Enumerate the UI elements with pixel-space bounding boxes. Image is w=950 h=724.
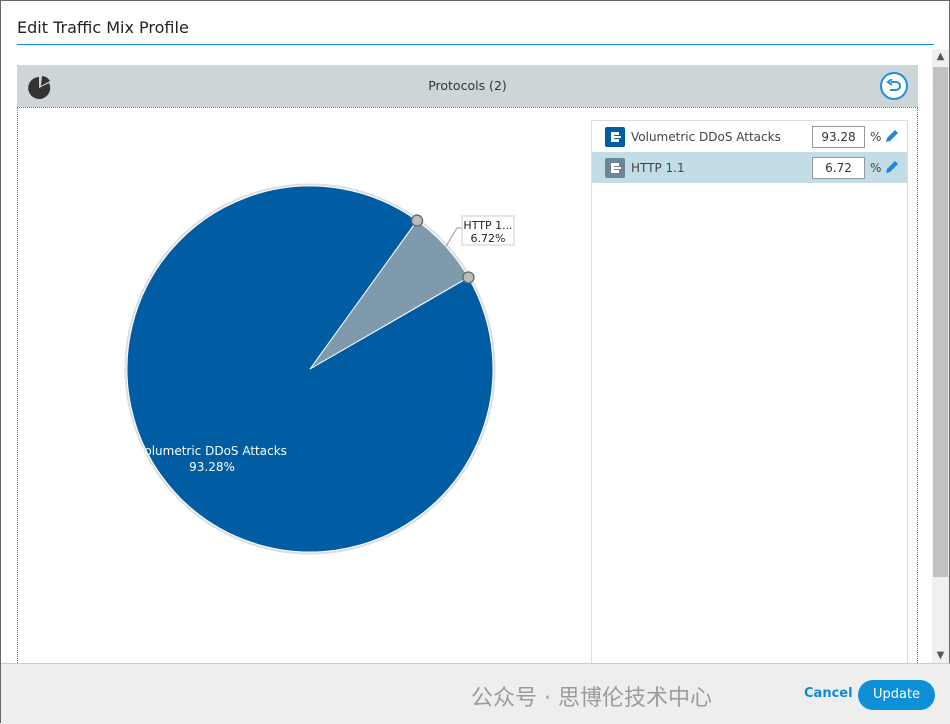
panel-content: HTTP 1... 6.72% Volumetric DDoS Attacks 93.… — [17, 107, 918, 668]
percent-input[interactable]: 93.28 — [812, 125, 865, 148]
protocol-name: Volumetric DDoS Attacks — [631, 129, 781, 144]
slice-handle[interactable] — [410, 214, 424, 227]
undo-icon — [886, 79, 901, 91]
edit-pencil-icon[interactable] — [884, 159, 900, 175]
undo-button[interactable] — [880, 72, 908, 100]
scroll-up-icon[interactable]: ▲ — [936, 51, 945, 62]
protocol-row[interactable]: Volumetric DDoS Attacks 93.28 % — [592, 121, 907, 152]
title-divider — [17, 44, 934, 45]
protocol-icon — [605, 157, 625, 178]
percent-unit: % — [870, 129, 882, 144]
edit-pencil-icon[interactable] — [884, 128, 900, 144]
slice-label-box — [461, 215, 515, 246]
pie-slice[interactable] — [126, 185, 494, 553]
label-leader-line — [445, 227, 462, 247]
slice-handle[interactable] — [462, 271, 475, 284]
percent-unit: % — [870, 160, 882, 175]
pie-chart: HTTP 1...6.72% Volumetric DDoS Attacks 93.… — [124, 183, 515, 555]
slice-value-label: 6.72% — [471, 232, 506, 245]
protocol-name: HTTP 1.1 — [631, 160, 685, 175]
pie-chart-icon — [28, 76, 51, 99]
dialog-footer: 公众号 · 思博伦技术中心 Cancel Update — [1, 663, 950, 724]
protocol-list: Volumetric DDoS Attacks 93.28 % HTTP 1.1… — [591, 120, 908, 668]
protocol-icon — [605, 126, 625, 147]
scroll-down-icon[interactable]: ▼ — [936, 650, 945, 661]
panel-title: Protocols (2) — [428, 78, 507, 93]
slice-value-label: 93.28% — [189, 460, 235, 474]
watermark: 公众号 · 思博伦技术中心 — [471, 686, 712, 711]
pie-outline — [124, 183, 496, 555]
slice-label: HTTP 1... — [463, 219, 512, 232]
cancel-button[interactable]: Cancel — [804, 686, 853, 701]
percent-input[interactable]: 6.72 — [812, 156, 865, 179]
vertical-scrollbar[interactable]: ▲ ▼ — [932, 49, 949, 663]
protocol-row[interactable]: HTTP 1.1 6.72 % — [592, 152, 907, 183]
update-button[interactable]: Update — [858, 680, 935, 710]
dialog-title: Edit Traffic Mix Profile — [17, 18, 189, 37]
scrollbar-thumb[interactable] — [933, 67, 948, 577]
slice-label: Volumetric DDoS Attacks — [137, 444, 287, 458]
panel-header: Protocols (2) — [17, 65, 918, 107]
